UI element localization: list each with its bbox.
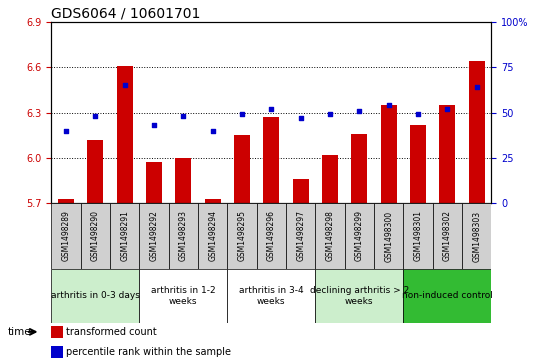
Bar <box>374 203 403 269</box>
Bar <box>403 203 433 269</box>
Bar <box>51 326 63 338</box>
Text: declining arthritis > 2
weeks: declining arthritis > 2 weeks <box>310 286 409 306</box>
Bar <box>146 163 162 203</box>
Bar <box>256 203 286 269</box>
Bar <box>58 199 74 203</box>
Bar <box>440 105 455 203</box>
Bar <box>139 203 168 269</box>
Point <box>150 122 158 128</box>
Bar <box>315 203 345 269</box>
Text: arthritis in 3-4
weeks: arthritis in 3-4 weeks <box>239 286 303 306</box>
Text: GSM1498297: GSM1498297 <box>296 211 305 261</box>
Text: percentile rank within the sample: percentile rank within the sample <box>66 347 232 357</box>
Text: GSM1498294: GSM1498294 <box>208 211 217 261</box>
Bar <box>381 105 397 203</box>
Text: time: time <box>8 327 32 337</box>
Point <box>267 106 276 112</box>
Point <box>238 111 246 117</box>
Bar <box>403 269 491 323</box>
Bar <box>198 203 227 269</box>
Bar <box>469 61 485 203</box>
Bar <box>51 346 63 358</box>
Bar <box>410 125 426 203</box>
Point <box>384 102 393 108</box>
Point <box>120 82 129 88</box>
Point <box>355 108 364 114</box>
Bar <box>51 269 139 323</box>
Text: GSM1498298: GSM1498298 <box>326 211 334 261</box>
Bar <box>264 117 279 203</box>
Text: GSM1498300: GSM1498300 <box>384 211 393 261</box>
Bar <box>80 203 110 269</box>
Bar <box>227 269 315 323</box>
Bar <box>293 179 309 203</box>
Text: GSM1498289: GSM1498289 <box>62 211 70 261</box>
Bar <box>345 203 374 269</box>
Point <box>179 113 188 119</box>
Text: GSM1498299: GSM1498299 <box>355 211 364 261</box>
Bar <box>322 155 338 203</box>
Text: arthritis in 1-2
weeks: arthritis in 1-2 weeks <box>151 286 215 306</box>
Text: GSM1498302: GSM1498302 <box>443 211 452 261</box>
Point <box>414 111 422 117</box>
Text: GSM1498292: GSM1498292 <box>150 211 159 261</box>
Bar <box>139 269 227 323</box>
Text: GSM1498295: GSM1498295 <box>238 211 246 261</box>
Point <box>443 106 451 112</box>
Text: GSM1498303: GSM1498303 <box>472 211 481 261</box>
Point <box>208 128 217 134</box>
Text: GSM1498291: GSM1498291 <box>120 211 129 261</box>
Point <box>62 128 70 134</box>
Text: non-induced control: non-induced control <box>402 291 493 300</box>
Point <box>326 111 334 117</box>
Text: arthritis in 0-3 days: arthritis in 0-3 days <box>51 291 140 300</box>
Text: GSM1498301: GSM1498301 <box>414 211 422 261</box>
Text: GSM1498296: GSM1498296 <box>267 211 276 261</box>
Bar <box>51 203 80 269</box>
Bar <box>462 203 491 269</box>
Bar <box>352 134 367 203</box>
Text: transformed count: transformed count <box>66 327 157 337</box>
Text: GSM1498290: GSM1498290 <box>91 211 100 261</box>
Text: GSM1498293: GSM1498293 <box>179 211 188 261</box>
Bar <box>87 140 103 203</box>
Point <box>472 84 481 90</box>
Bar <box>433 203 462 269</box>
Bar <box>234 135 250 203</box>
Text: GDS6064 / 10601701: GDS6064 / 10601701 <box>51 7 201 21</box>
Bar <box>286 203 315 269</box>
Bar <box>110 203 139 269</box>
Bar <box>205 199 221 203</box>
Point <box>91 113 100 119</box>
Bar <box>176 158 191 203</box>
Bar <box>315 269 403 323</box>
Bar <box>168 203 198 269</box>
Bar <box>227 203 256 269</box>
Bar <box>117 66 133 203</box>
Point <box>296 115 305 121</box>
